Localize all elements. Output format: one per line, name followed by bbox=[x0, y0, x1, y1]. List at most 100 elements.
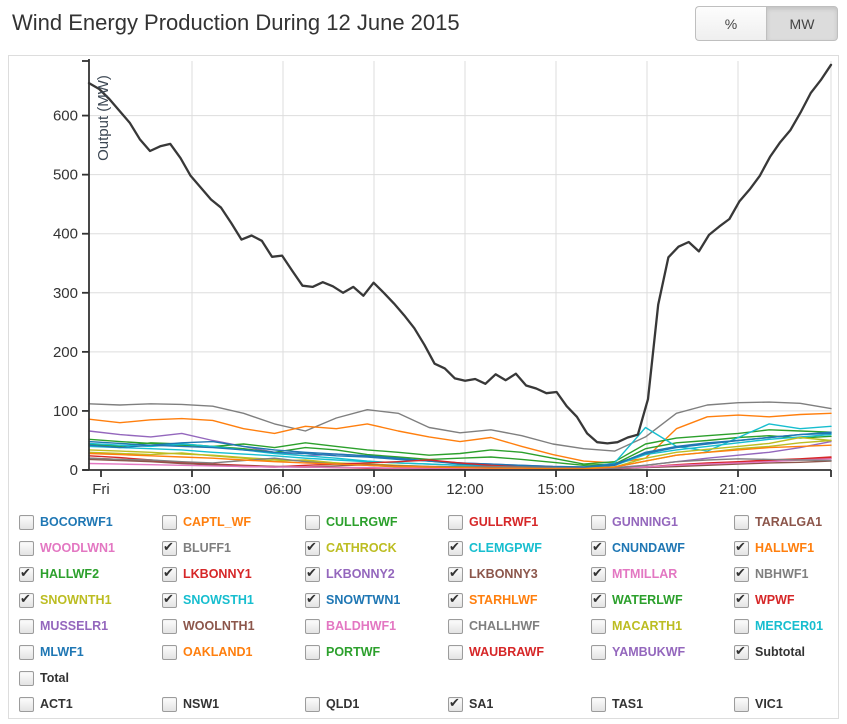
legend-label-WOOLNTH1[interactable]: WOOLNTH1 bbox=[183, 619, 255, 633]
legend-label-WOODLWN1[interactable]: WOODLWN1 bbox=[40, 541, 115, 555]
legend-item-MUSSELR1: MUSSELR1 bbox=[19, 613, 162, 639]
legend-checkbox-STARHLWF[interactable] bbox=[448, 591, 463, 608]
legend-label-LKBONNY1[interactable]: LKBONNY1 bbox=[183, 567, 252, 581]
legend-checkbox-CULLRGWF[interactable] bbox=[305, 514, 320, 530]
legend-checkbox-TARALGA1[interactable] bbox=[734, 514, 749, 530]
legend-label-SA1[interactable]: SA1 bbox=[469, 697, 494, 711]
legend-label-PORTWF[interactable]: PORTWF bbox=[326, 645, 381, 659]
legend-checkbox-CHALLHWF[interactable] bbox=[448, 618, 463, 634]
legend-checkbox-MTMILLAR[interactable] bbox=[591, 565, 606, 582]
legend-label-GULLRWF1[interactable]: GULLRWF1 bbox=[469, 515, 539, 529]
legend-label-TARALGA1[interactable]: TARALGA1 bbox=[755, 515, 823, 529]
legend-label-BLUFF1[interactable]: BLUFF1 bbox=[183, 541, 231, 555]
legend-checkbox-WAUBRAWF[interactable] bbox=[448, 644, 463, 660]
mw-unit-button[interactable]: MW bbox=[766, 6, 838, 41]
legend-checkbox-SNOWTWN1[interactable] bbox=[305, 591, 320, 608]
legend-checkbox-YAMBUKWF[interactable] bbox=[591, 644, 606, 660]
legend-label-CNUNDAWF[interactable]: CNUNDAWF bbox=[612, 541, 685, 555]
legend-label-MACARTH1[interactable]: MACARTH1 bbox=[612, 619, 683, 633]
legend-item-MACARTH1: MACARTH1 bbox=[591, 613, 734, 639]
legend-label-NBHWF1[interactable]: NBHWF1 bbox=[755, 567, 809, 581]
legend-label-BOCORWF1[interactable]: BOCORWF1 bbox=[40, 515, 113, 529]
legend-checkbox-Subtotal[interactable] bbox=[734, 643, 749, 660]
legend-label-CATHROCK[interactable]: CATHROCK bbox=[326, 541, 397, 555]
legend-label-MLWF1[interactable]: MLWF1 bbox=[40, 645, 84, 659]
legend-label-OAKLAND1[interactable]: OAKLAND1 bbox=[183, 645, 253, 659]
legend-checkbox-CATHROCK[interactable] bbox=[305, 539, 320, 556]
percent-unit-button[interactable]: % bbox=[695, 6, 766, 41]
legend-label-TAS1[interactable]: TAS1 bbox=[612, 697, 644, 711]
legend-label-NSW1[interactable]: NSW1 bbox=[183, 697, 220, 711]
legend-checkbox-BLUFF1[interactable] bbox=[162, 539, 177, 556]
legend-item-ACT1: ACT1 bbox=[19, 691, 162, 717]
legend-label-CHALLHWF[interactable]: CHALLHWF bbox=[469, 619, 540, 633]
legend-checkbox-CLEMGPWF[interactable] bbox=[448, 539, 463, 556]
legend-checkbox-OAKLAND1[interactable] bbox=[162, 644, 177, 660]
legend-checkbox-MERCER01[interactable] bbox=[734, 618, 749, 634]
legend-checkbox-HALLWF1[interactable] bbox=[734, 539, 749, 556]
legend-checkbox-SNOWSTH1[interactable] bbox=[162, 591, 177, 608]
legend-label-CULLRGWF[interactable]: CULLRGWF bbox=[326, 515, 398, 529]
legend-item-MLWF1: MLWF1 bbox=[19, 639, 162, 665]
legend-checkbox-QLD1[interactable] bbox=[305, 696, 320, 712]
legend-checkbox-SA1[interactable] bbox=[448, 695, 463, 712]
legend-label-ACT1[interactable]: ACT1 bbox=[40, 697, 73, 711]
legend-checkbox-GULLRWF1[interactable] bbox=[448, 514, 463, 530]
legend-label-MTMILLAR[interactable]: MTMILLAR bbox=[612, 567, 678, 581]
legend-checkbox-CNUNDAWF[interactable] bbox=[591, 539, 606, 556]
legend-label-SNOWTWN1[interactable]: SNOWTWN1 bbox=[326, 593, 401, 607]
legend-label-STARHLWF[interactable]: STARHLWF bbox=[469, 593, 538, 607]
legend-item-WPWF: WPWF bbox=[734, 587, 847, 613]
y-tick-label: 400 bbox=[53, 226, 78, 243]
legend-checkbox-WATERLWF[interactable] bbox=[591, 591, 606, 608]
legend-label-VIC1[interactable]: VIC1 bbox=[755, 697, 783, 711]
legend-label-CLEMGPWF[interactable]: CLEMGPWF bbox=[469, 541, 542, 555]
legend-checkbox-BALDHWF1[interactable] bbox=[305, 618, 320, 634]
legend-label-BALDHWF1[interactable]: BALDHWF1 bbox=[326, 619, 397, 633]
legend-item-WOOLNTH1: WOOLNTH1 bbox=[162, 613, 305, 639]
series-line-CLEMGPWF bbox=[88, 423, 832, 469]
legend-checkbox-HALLWF2[interactable] bbox=[19, 565, 34, 582]
legend-checkbox-LKBONNY2[interactable] bbox=[305, 565, 320, 582]
legend-label-LKBONNY2[interactable]: LKBONNY2 bbox=[326, 567, 395, 581]
y-tick-label: 0 bbox=[70, 462, 78, 479]
legend-label-CAPTL_WF[interactable]: CAPTL_WF bbox=[183, 515, 252, 529]
legend-item-MERCER01: MERCER01 bbox=[734, 613, 847, 639]
legend-checkbox-MACARTH1[interactable] bbox=[591, 618, 606, 634]
legend-label-YAMBUKWF[interactable]: YAMBUKWF bbox=[612, 645, 686, 659]
legend-checkbox-GUNNING1[interactable] bbox=[591, 514, 606, 530]
legend-checkbox-WPWF[interactable] bbox=[734, 591, 749, 608]
legend-checkbox-MLWF1[interactable] bbox=[19, 644, 34, 660]
legend-label-Subtotal[interactable]: Subtotal bbox=[755, 645, 805, 659]
legend-checkbox-Total[interactable] bbox=[19, 670, 34, 686]
legend-label-WATERLWF[interactable]: WATERLWF bbox=[612, 593, 683, 607]
legend-checkbox-TAS1[interactable] bbox=[591, 696, 606, 712]
legend-item-CHALLHWF: CHALLHWF bbox=[448, 613, 591, 639]
legend-label-Total[interactable]: Total bbox=[40, 671, 69, 685]
legend-label-SNOWNTH1[interactable]: SNOWNTH1 bbox=[40, 593, 112, 607]
legend-checkbox-WOOLNTH1[interactable] bbox=[162, 618, 177, 634]
legend-label-WPWF[interactable]: WPWF bbox=[755, 593, 795, 607]
legend-item-TAS1: TAS1 bbox=[591, 691, 734, 717]
legend-checkbox-PORTWF[interactable] bbox=[305, 644, 320, 660]
legend-checkbox-NBHWF1[interactable] bbox=[734, 565, 749, 582]
legend-checkbox-BOCORWF1[interactable] bbox=[19, 514, 34, 530]
legend-checkbox-WOODLWN1[interactable] bbox=[19, 540, 34, 556]
legend-label-LKBONNY3[interactable]: LKBONNY3 bbox=[469, 567, 538, 581]
legend-label-MERCER01[interactable]: MERCER01 bbox=[755, 619, 824, 633]
legend-checkbox-VIC1[interactable] bbox=[734, 696, 749, 712]
legend-label-SNOWSTH1[interactable]: SNOWSTH1 bbox=[183, 593, 254, 607]
legend-checkbox-NSW1[interactable] bbox=[162, 696, 177, 712]
legend-label-GUNNING1[interactable]: GUNNING1 bbox=[612, 515, 678, 529]
legend-checkbox-MUSSELR1[interactable] bbox=[19, 618, 34, 634]
legend-checkbox-SNOWNTH1[interactable] bbox=[19, 591, 34, 608]
legend-checkbox-CAPTL_WF[interactable] bbox=[162, 514, 177, 530]
legend-label-WAUBRAWF[interactable]: WAUBRAWF bbox=[469, 645, 544, 659]
legend-label-QLD1[interactable]: QLD1 bbox=[326, 697, 360, 711]
legend-label-HALLWF2[interactable]: HALLWF2 bbox=[40, 567, 100, 581]
legend-label-MUSSELR1[interactable]: MUSSELR1 bbox=[40, 619, 109, 633]
legend-label-HALLWF1[interactable]: HALLWF1 bbox=[755, 541, 815, 555]
legend-checkbox-LKBONNY1[interactable] bbox=[162, 565, 177, 582]
legend-checkbox-LKBONNY3[interactable] bbox=[448, 565, 463, 582]
legend-checkbox-ACT1[interactable] bbox=[19, 696, 34, 712]
